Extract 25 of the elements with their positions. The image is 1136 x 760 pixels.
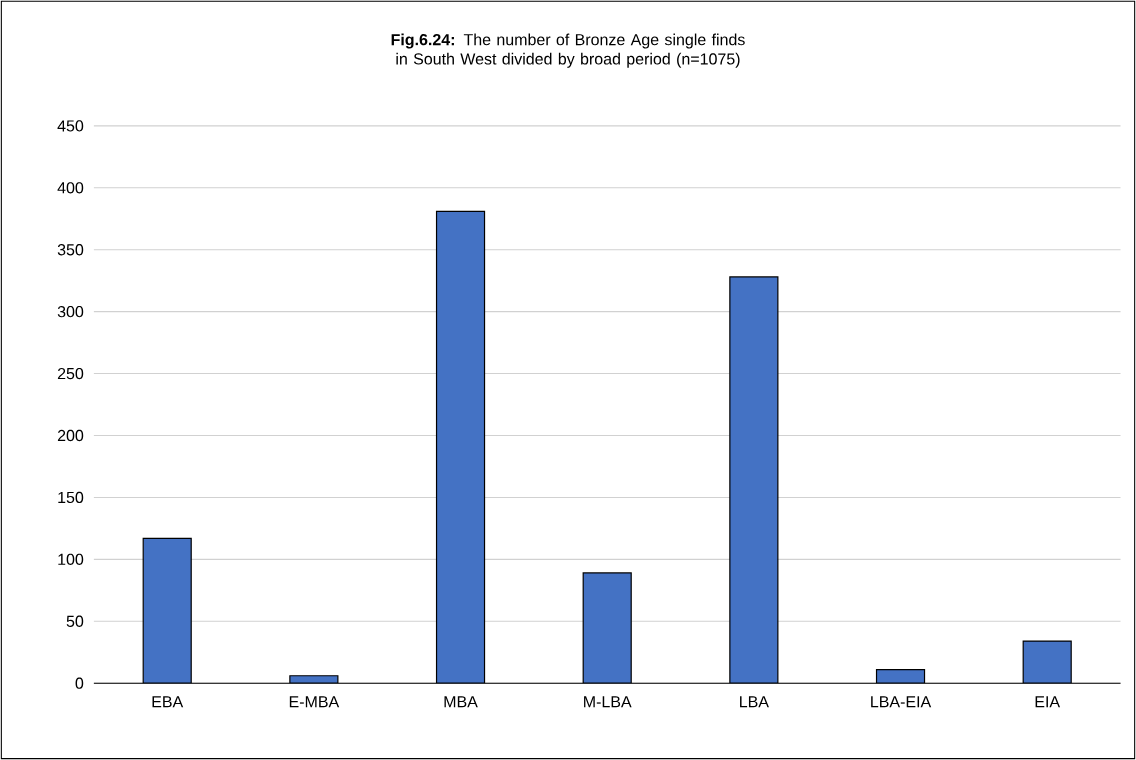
y-tick-label: 200 bbox=[57, 429, 84, 442]
bar bbox=[289, 675, 338, 684]
y-tick-label: 350 bbox=[57, 244, 84, 256]
y-tick-label: 450 bbox=[57, 120, 84, 132]
bar bbox=[436, 211, 485, 684]
y-tick-label: 400 bbox=[57, 182, 84, 194]
bar bbox=[729, 276, 778, 684]
x-tick-label: EIA bbox=[1035, 696, 1061, 708]
y-tick-label: 150 bbox=[58, 491, 84, 504]
x-tick-label: LBA bbox=[740, 696, 769, 708]
bar bbox=[876, 669, 925, 684]
y-tick-label: 250 bbox=[57, 367, 84, 380]
x-tick-label: M-LBA bbox=[584, 696, 632, 708]
bar bbox=[143, 538, 192, 684]
y-tick-label: 50 bbox=[66, 615, 84, 627]
bar bbox=[1022, 640, 1072, 684]
x-tick-label: MBA bbox=[444, 696, 478, 708]
chart-title: Fig.6.24: The number of Bronze Age single finds in South West divided by broad period (n=1075) bbox=[391, 33, 745, 68]
y-tick-label: 0 bbox=[75, 677, 84, 689]
y-tick-label: 100 bbox=[58, 553, 84, 565]
x-tick-label: EBA bbox=[152, 696, 184, 708]
x-tick-label: LBA-EIA bbox=[871, 696, 932, 708]
y-tick-label: 300 bbox=[57, 305, 84, 318]
x-tick-label: E-MBA bbox=[289, 696, 340, 708]
bar bbox=[583, 572, 632, 684]
